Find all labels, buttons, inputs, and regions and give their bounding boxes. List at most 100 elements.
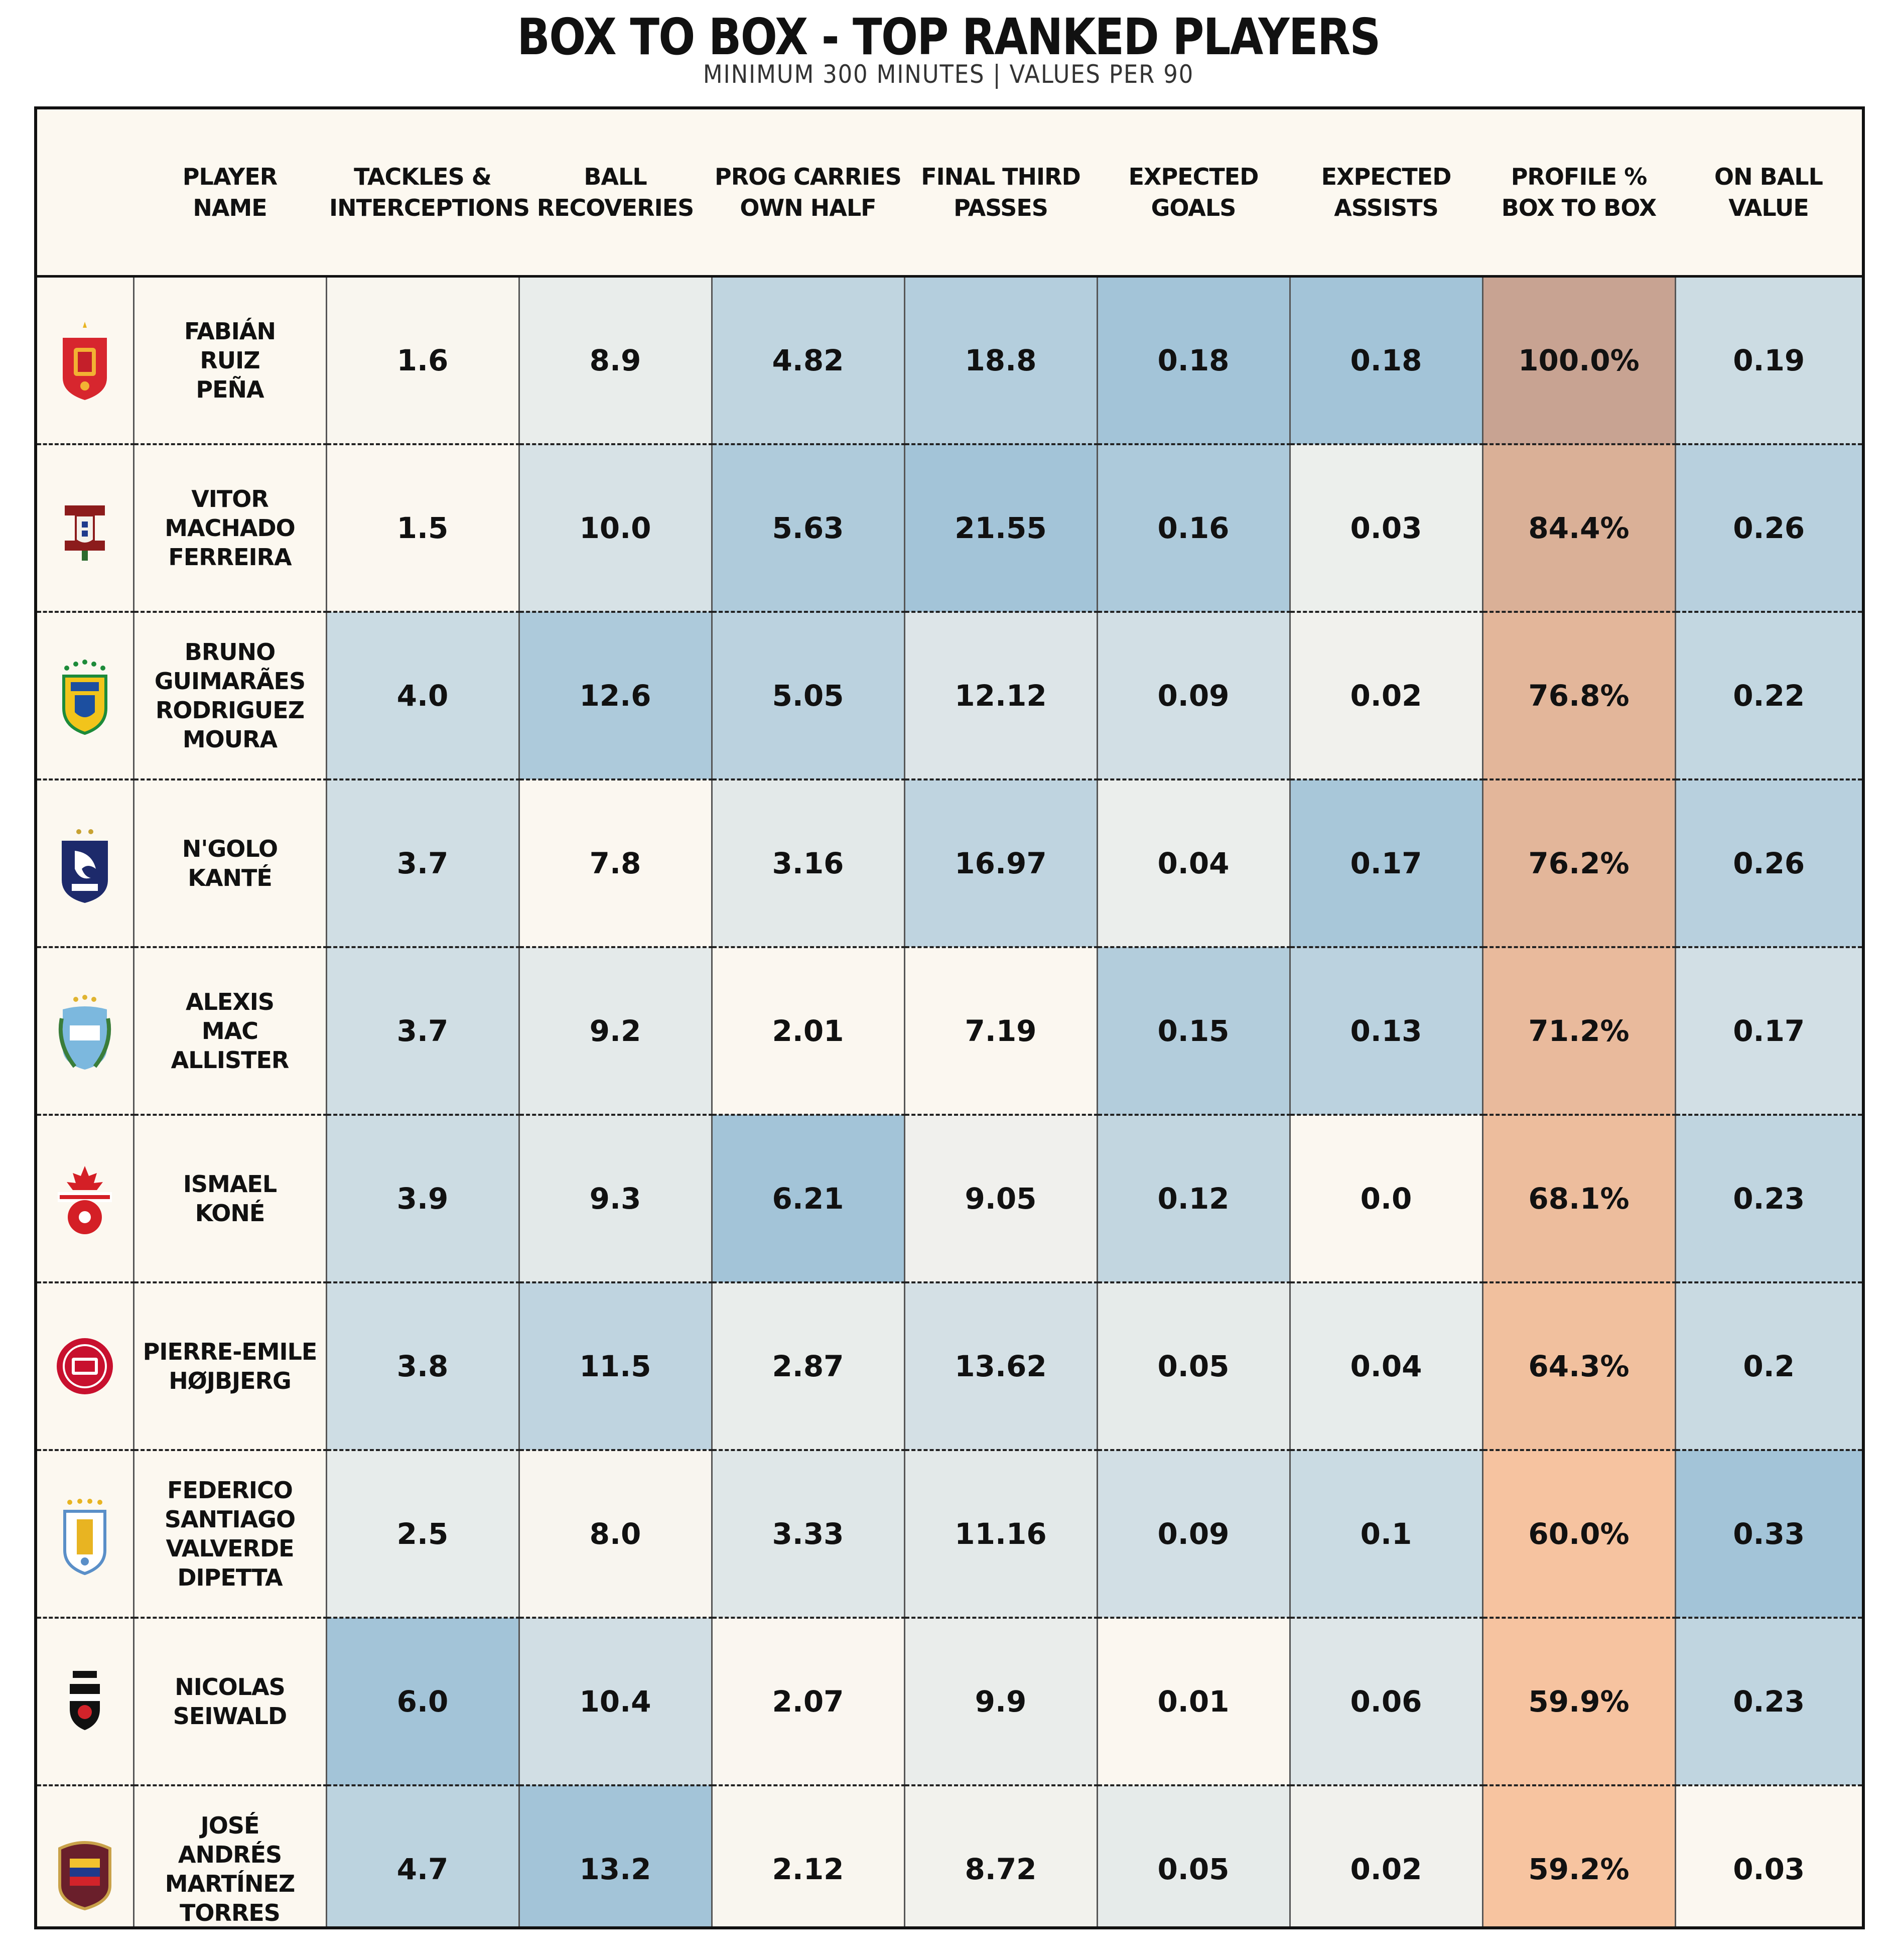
value-cell: 3.7 [325,779,519,948]
player-name: ISMAEL KONÉ [132,1115,326,1283]
value-cell: 2.5 [325,1450,519,1619]
value-cell: 0.26 [1674,779,1862,948]
value-cell: 2.01 [711,947,904,1116]
value-cell: 59.2% [1481,1785,1675,1926]
value-cell: 2.07 [711,1618,904,1786]
table-row: PIERRE-EMILE HØJBJERG 3.8 11.5 2.87 13.62 0.0… [37,1282,1862,1451]
value-cell: 0.05 [1096,1282,1290,1451]
value-cell: 0.22 [1674,612,1862,780]
france-crest-icon [37,779,133,948]
canada-crest-icon [37,1115,133,1283]
value-cell: 8.9 [518,276,712,445]
value-cell: 0.01 [1096,1618,1290,1786]
value-cell: 59.9% [1481,1618,1675,1786]
value-cell: 5.05 [711,612,904,780]
value-cell: 3.8 [325,1282,519,1451]
column-header: EXPECTED GOALS [1097,109,1290,278]
column-header: ON BALL VALUE [1675,109,1862,278]
uruguay-crest-icon [37,1450,133,1619]
column-header: PROG CARRIES OWN HALF [712,109,904,278]
player-name: N'GOLO KANTÉ [132,779,326,948]
value-cell: 10.0 [518,444,712,613]
portugal-crest-icon [37,444,133,613]
value-cell: 0.03 [1674,1785,1862,1926]
value-cell: 3.7 [325,947,519,1116]
value-cell: 0.06 [1289,1618,1482,1786]
value-cell: 1.5 [325,444,519,613]
chart-subtitle: MINIMUM 300 MINUTES | VALUES PER 90 [703,60,1194,89]
column-header: PROFILE % BOX TO BOX [1482,109,1675,278]
column-header: BALL RECOVERIES [519,109,712,278]
value-cell: 6.0 [325,1618,519,1786]
value-cell: 0.26 [1674,444,1862,613]
value-cell: 60.0% [1481,1450,1675,1619]
player-name: FEDERICO SANTIAGO VALVERDE DIPETTA [132,1450,326,1619]
value-cell: 11.5 [518,1282,712,1451]
table-row: FEDERICO SANTIAGO VALVERDE DIPETTA 2.5 8.0… [37,1450,1862,1619]
value-cell: 11.16 [903,1450,1097,1619]
player-name: JOSÉ ANDRÉS MARTÍNEZ TORRES [132,1785,326,1926]
player-name: PIERRE-EMILE HØJBJERG [132,1282,326,1451]
value-cell: 0.18 [1289,276,1482,445]
table-row: BRUNO GUIMARÃES RODRIGUEZ MOURA 4.0 12.6 5.… [37,612,1862,780]
value-cell: 2.12 [711,1785,904,1926]
player-name: ALEXIS MAC ALLISTER [132,947,326,1116]
value-cell: 0.02 [1289,1785,1482,1926]
player-name: NICOLAS SEIWALD [132,1618,326,1786]
value-cell: 12.12 [903,612,1097,780]
value-cell: 0.23 [1674,1115,1862,1283]
table-row: NICOLAS SEIWALD 6.0 10.4 2.07 9.9 0.01 0.06 59.… [37,1618,1862,1786]
header-row: PLAYER NAME TACKLES & INTERCEPTIONS BALL R… [37,109,1862,278]
value-cell: 9.2 [518,947,712,1116]
value-cell: 13.62 [903,1282,1097,1451]
value-cell: 13.2 [518,1785,712,1926]
value-cell: 0.12 [1096,1115,1290,1283]
value-cell: 4.0 [325,612,519,780]
value-cell: 76.8% [1481,612,1675,780]
value-cell: 68.1% [1481,1115,1675,1283]
column-header: EXPECTED ASSISTS [1290,109,1482,278]
chart-title: BOX TO BOX - TOP RANKED PLAYERS [517,8,1381,66]
denmark-crest-icon [37,1282,133,1451]
value-cell: 71.2% [1481,947,1675,1116]
value-cell: 0.0 [1289,1115,1482,1283]
table-row: N'GOLO KANTÉ 3.7 7.8 3.16 16.97 0.04 0.17 76.2%… [37,779,1862,948]
value-cell: 0.02 [1289,612,1482,780]
value-cell: 0.18 [1096,276,1290,445]
value-cell: 3.16 [711,779,904,948]
table-row: ISMAEL KONÉ 3.9 9.3 6.21 9.05 0.12 0.0 68.1% 0.2… [37,1115,1862,1283]
table-row: VITOR MACHADO FERREIRA 1.5 10.0 5.63 21.55 0.… [37,444,1862,613]
value-cell: 7.19 [903,947,1097,1116]
value-cell: 0.1 [1289,1450,1482,1619]
value-cell: 21.55 [903,444,1097,613]
value-cell: 9.3 [518,1115,712,1283]
value-cell: 8.72 [903,1785,1097,1926]
austria-crest-icon [37,1618,133,1786]
argentina-crest-icon [37,947,133,1116]
table-body: FABIÁN RUIZ PEÑA 1.6 8.9 4.82 18.8 0.18 0.18 10… [37,276,1862,1926]
value-cell: 0.17 [1289,779,1482,948]
value-cell: 0.04 [1289,1282,1482,1451]
value-cell: 16.97 [903,779,1097,948]
column-header: TACKLES & INTERCEPTIONS [326,109,530,278]
brazil-crest-icon [37,612,133,780]
value-cell: 0.03 [1289,444,1482,613]
table-row: JOSÉ ANDRÉS MARTÍNEZ TORRES 4.7 13.2 2.12 8.… [37,1785,1862,1926]
value-cell: 0.09 [1096,612,1290,780]
data-table: PLAYER NAME TACKLES & INTERCEPTIONS BALL R… [37,109,1862,1926]
value-cell: 0.15 [1096,947,1290,1116]
value-cell: 5.63 [711,444,904,613]
value-cell: 0.33 [1674,1450,1862,1619]
value-cell: 2.87 [711,1282,904,1451]
value-cell: 9.9 [903,1618,1097,1786]
value-cell: 0.16 [1096,444,1290,613]
value-cell: 0.2 [1674,1282,1862,1451]
value-cell: 0.05 [1096,1785,1290,1926]
value-cell: 3.33 [711,1450,904,1619]
value-cell: 0.13 [1289,947,1482,1116]
ranking-table: PLAYER NAME TACKLES & INTERCEPTIONS BALL R… [34,106,1865,1929]
value-cell: 4.82 [711,276,904,445]
value-cell: 0.09 [1096,1450,1290,1619]
player-name: FABIÁN RUIZ PEÑA [132,276,326,445]
value-cell: 6.21 [711,1115,904,1283]
